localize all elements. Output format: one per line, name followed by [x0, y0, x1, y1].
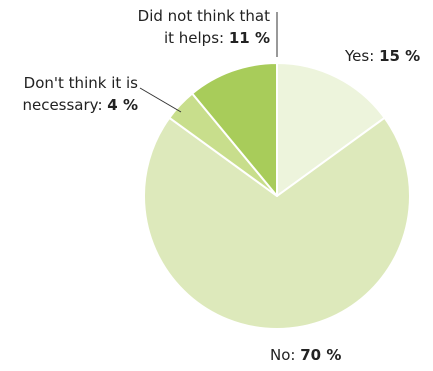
label-didnot-line1: Did not think that — [137, 7, 270, 25]
label-yes: Yes: 15 % — [345, 45, 420, 67]
label-yes-value: 15 % — [379, 47, 421, 65]
label-dontthink-text: necessary: — [22, 96, 103, 114]
label-no-text: No: — [270, 346, 296, 364]
pie-slice-no — [143, 116, 411, 330]
label-no-value: 70 % — [300, 346, 342, 364]
label-didnot: Did not think that it helps: 11 % — [138, 5, 270, 49]
pie-slice-yes — [276, 62, 386, 197]
label-dontthink-value: 4 % — [107, 96, 138, 114]
label-dontthink-line2: necessary: 4 % — [22, 94, 138, 116]
label-no: No: 70 % — [270, 344, 341, 366]
pie-slices — [143, 62, 411, 330]
label-dontthink: Don't think it is necessary: 4 % — [22, 72, 138, 116]
label-didnot-value: 11 % — [228, 29, 270, 47]
leader-line-dontthink — [139, 87, 182, 113]
label-dontthink-line1: Don't think it is — [23, 74, 138, 92]
leader-lines — [139, 12, 278, 113]
label-didnot-line2: it helps: 11 % — [138, 27, 270, 49]
pie-slice-did-not-think-helps — [191, 62, 278, 197]
label-yes-text: Yes: — [345, 47, 375, 65]
label-didnot-text: it helps: — [163, 29, 225, 47]
